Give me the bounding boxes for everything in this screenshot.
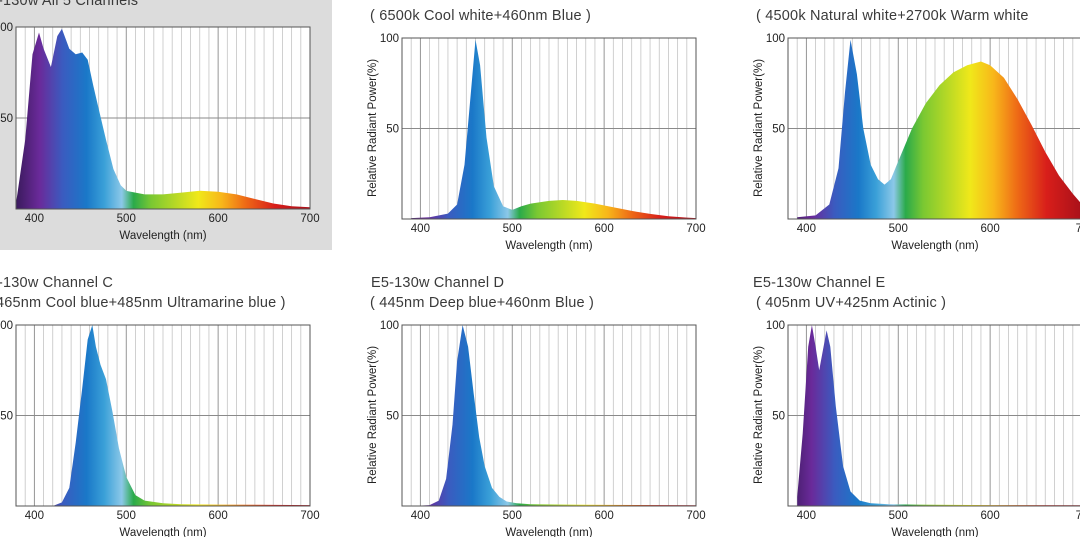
x-tick-label: 400 bbox=[411, 223, 430, 235]
chart-title: E5-130w Channel E bbox=[753, 275, 885, 291]
plot-frame bbox=[787, 37, 1080, 220]
x-tick-label: 400 bbox=[25, 510, 44, 522]
x-tick-label: 70 bbox=[1076, 510, 1080, 522]
y-tick-label: 50 bbox=[0, 113, 13, 125]
x-axis-label: Wavelength (nm) bbox=[505, 240, 592, 252]
x-tick-label: 70 bbox=[1076, 223, 1080, 235]
x-tick-label: 600 bbox=[209, 510, 228, 522]
chart-panel-2: 100 50 400 500 600 700 Wavelength (nm) Relative… bbox=[367, 8, 706, 252]
chart-subtitle: ( 405nm UV+425nm Actinic ) bbox=[756, 295, 946, 311]
x-tick-label: 700 bbox=[300, 213, 319, 225]
plot-frame bbox=[401, 324, 697, 507]
y-tick-label: 100 bbox=[766, 320, 785, 332]
x-tick-label: 400 bbox=[25, 213, 44, 225]
x-tick-label: 700 bbox=[686, 510, 705, 522]
spectrum-area bbox=[411, 39, 696, 219]
x-tick-label: 500 bbox=[117, 510, 136, 522]
y-tick-label: 100 bbox=[380, 320, 399, 332]
y-tick-label: 50 bbox=[0, 411, 13, 423]
chart-panel-5: 100 50 400 500 600 700 Wavelength (nm) Relative… bbox=[367, 275, 706, 537]
x-tick-label: 400 bbox=[411, 510, 430, 522]
spectrum-area bbox=[16, 325, 310, 506]
x-tick-label: 400 bbox=[797, 510, 816, 522]
chart-panel-3: 100 50 400 500 600 70 Wavelength (nm) Relative … bbox=[753, 8, 1080, 252]
x-axis-label: Wavelength (nm) bbox=[891, 240, 978, 252]
y-tick-label: 100 bbox=[766, 33, 785, 45]
y-tick-label: 50 bbox=[772, 411, 785, 423]
x-tick-label: 500 bbox=[503, 510, 522, 522]
x-tick-label: 500 bbox=[503, 223, 522, 235]
spectrum-area bbox=[411, 325, 696, 506]
plot-frame bbox=[15, 324, 311, 507]
plot-grid bbox=[788, 325, 1080, 506]
y-tick-label: 50 bbox=[772, 124, 785, 136]
y-tick-label: 00 bbox=[0, 22, 13, 34]
x-axis-label: Wavelength (nm) bbox=[119, 230, 206, 242]
x-tick-label: 500 bbox=[889, 223, 908, 235]
y-axis-label: Relative Radiant Power(%) bbox=[753, 346, 765, 484]
x-tick-label: 700 bbox=[300, 510, 319, 522]
x-tick-label: 600 bbox=[595, 223, 614, 235]
x-axis-label: Wavelength (nm) bbox=[891, 527, 978, 537]
x-tick-label: 600 bbox=[595, 510, 614, 522]
chart-title: -130w All 5 Channels bbox=[0, 0, 138, 9]
chart-title: -130w Channel C bbox=[0, 275, 113, 291]
y-tick-label: 50 bbox=[386, 411, 399, 423]
x-tick-label: 500 bbox=[889, 510, 908, 522]
x-tick-label: 600 bbox=[981, 510, 1000, 522]
x-axis-label: Wavelength (nm) bbox=[119, 527, 206, 537]
plot-frame bbox=[787, 324, 1080, 507]
chart-panel-1: 00 50 400 500 600 700 Wavelength (nm) -130w All… bbox=[0, 0, 332, 250]
y-axis-label: Relative Radiant Power(%) bbox=[753, 59, 765, 197]
spectrum-area bbox=[797, 325, 1080, 506]
x-tick-label: 600 bbox=[981, 223, 1000, 235]
chart-title: E5-130w Channel D bbox=[371, 275, 504, 291]
chart-subtitle: ( 6500k Cool white+460nm Blue ) bbox=[370, 8, 591, 24]
plot-frame bbox=[15, 26, 311, 210]
chart-panel-4: 00 50 400 500 600 700 Wavelength (nm) -130w Cha… bbox=[0, 275, 320, 537]
x-axis-label: Wavelength (nm) bbox=[505, 527, 592, 537]
y-tick-label: 50 bbox=[386, 124, 399, 136]
spectrum-area bbox=[797, 39, 1080, 219]
spectrum-area bbox=[16, 28, 310, 209]
x-tick-label: 400 bbox=[797, 223, 816, 235]
y-axis-label: Relative Radiant Power(%) bbox=[367, 59, 379, 197]
chart-panel-6: 100 50 400 500 600 70 Wavelength (nm) Relative … bbox=[753, 275, 1080, 537]
y-tick-label: 100 bbox=[380, 33, 399, 45]
x-tick-label: 600 bbox=[209, 213, 228, 225]
chart-subtitle: 465nm Cool blue+485nm Ultramarine blue ) bbox=[0, 295, 286, 311]
plot-frame bbox=[401, 37, 697, 220]
chart-subtitle: ( 4500k Natural white+2700k Warm white bbox=[756, 8, 1029, 24]
chart-subtitle: ( 445nm Deep blue+460nm Blue ) bbox=[370, 295, 594, 311]
y-axis-label: Relative Radiant Power(%) bbox=[367, 346, 379, 484]
x-tick-label: 500 bbox=[117, 213, 136, 225]
x-tick-label: 700 bbox=[686, 223, 705, 235]
y-tick-label: 00 bbox=[0, 320, 13, 332]
